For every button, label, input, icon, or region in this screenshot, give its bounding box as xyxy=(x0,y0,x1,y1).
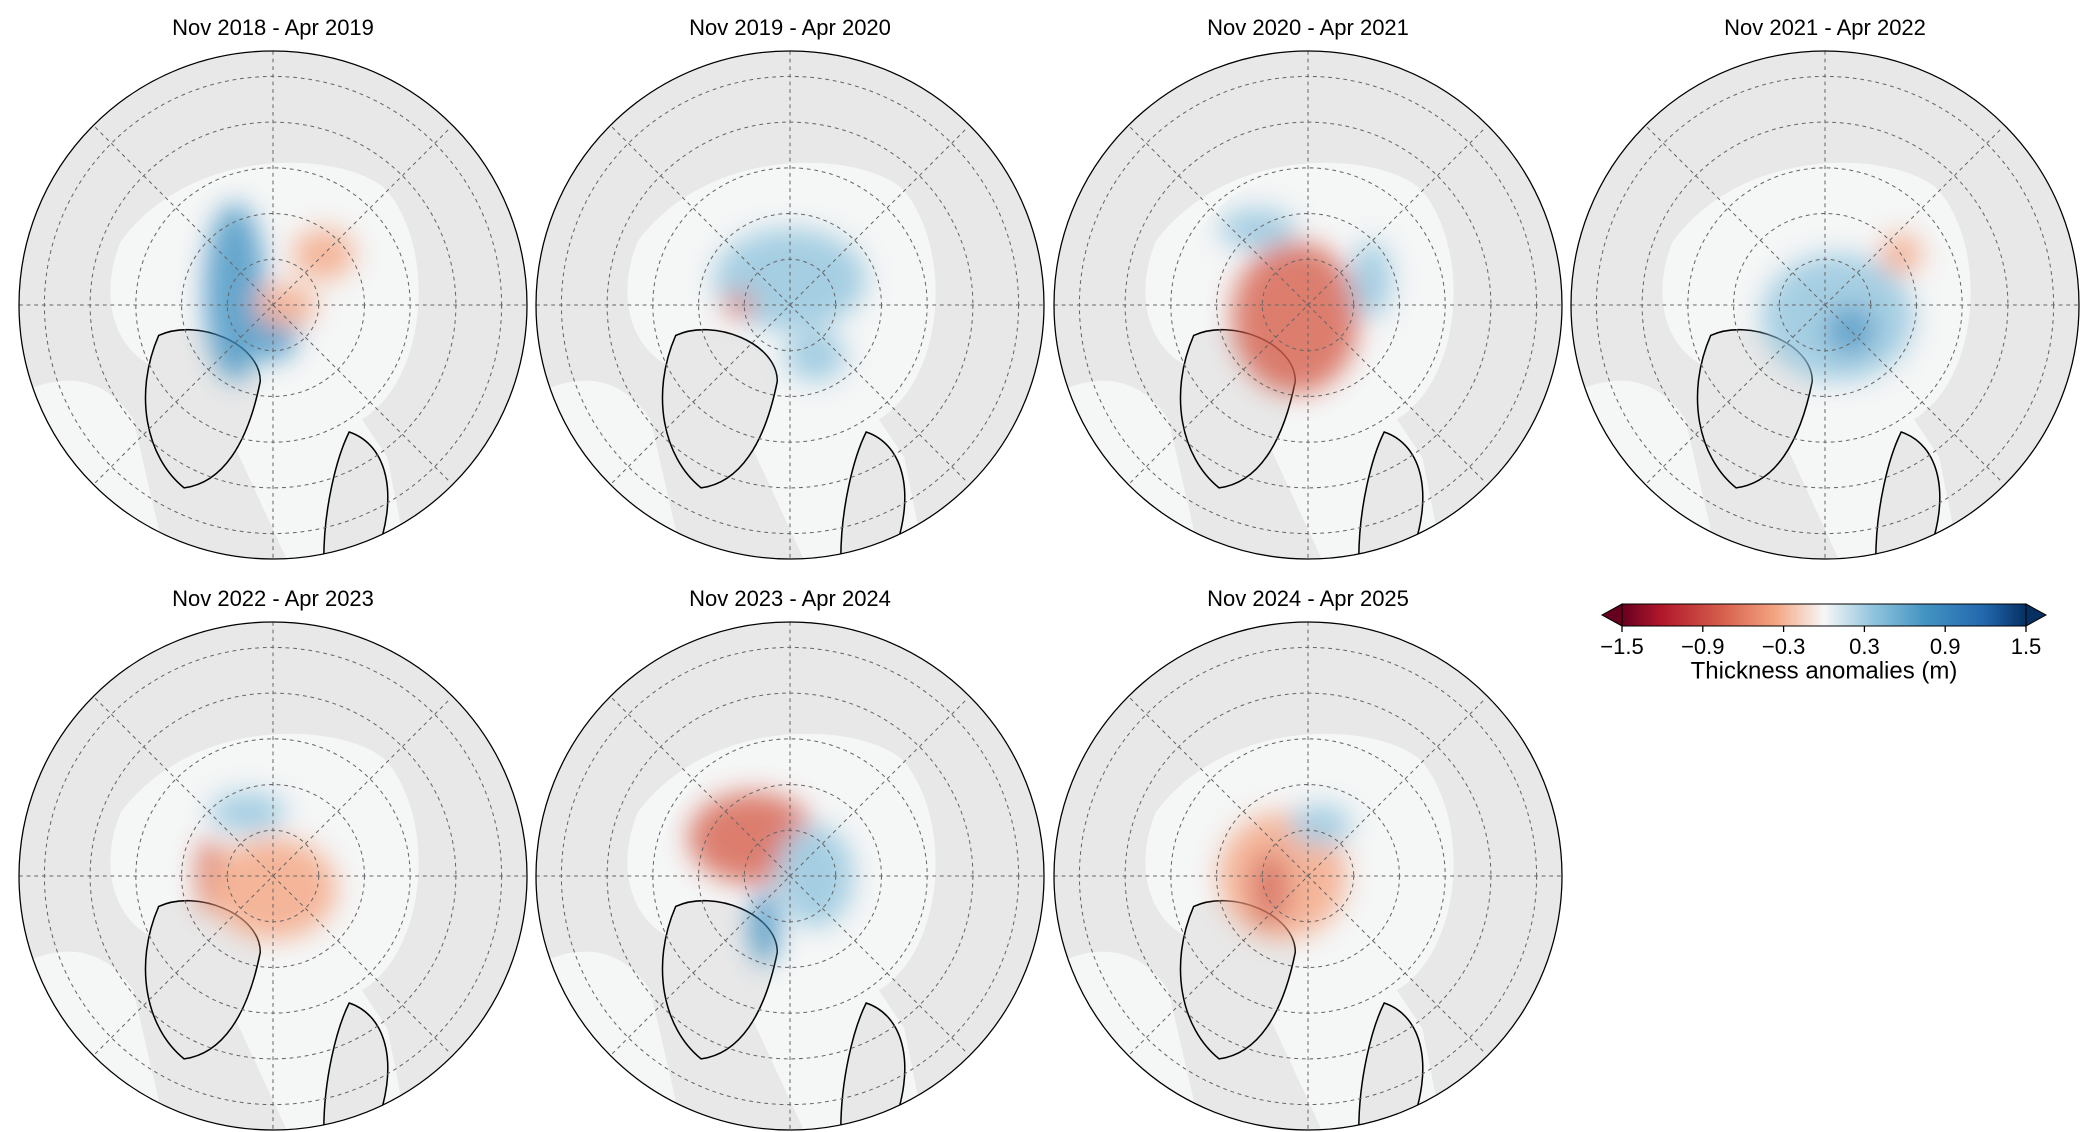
map-border xyxy=(1570,50,2080,560)
panel-title: Nov 2020 - Apr 2021 xyxy=(1207,15,1409,40)
colorbar xyxy=(1621,603,2027,627)
map-border xyxy=(1053,621,1563,1131)
panel-title: Nov 2018 - Apr 2019 xyxy=(172,15,374,40)
panel-title: Nov 2019 - Apr 2020 xyxy=(689,15,891,40)
panel-title: Nov 2023 - Apr 2024 xyxy=(689,586,891,611)
polar-map xyxy=(1571,51,2079,584)
panel-title: Nov 2024 - Apr 2025 xyxy=(1207,586,1409,611)
colorbar-tick-label: 1.5 xyxy=(2011,634,2042,659)
colorbar-tick-label: 0.9 xyxy=(1930,634,1961,659)
colorbar-extend-high xyxy=(2025,603,2048,627)
colorbar-tick-label: −0.9 xyxy=(1681,634,1724,659)
map-border xyxy=(18,50,528,560)
map-border xyxy=(535,621,1045,1131)
polar-map xyxy=(536,51,1044,584)
colorbar-tick-label: −0.3 xyxy=(1762,634,1805,659)
polar-map xyxy=(19,622,527,1132)
polar-map xyxy=(536,622,1044,1132)
colorbar-tick-label: 0.3 xyxy=(1849,634,1880,659)
polar-map xyxy=(1054,622,1562,1132)
map-border xyxy=(18,621,528,1131)
polar-map xyxy=(1054,51,1562,584)
map-border xyxy=(535,50,1045,560)
panel-title: Nov 2021 - Apr 2022 xyxy=(1724,15,1926,40)
colorbar-label: Thickness anomalies (m) xyxy=(1691,657,1958,684)
colorbar-extend-low xyxy=(1600,603,1623,627)
colorbar-tick-label: −1.5 xyxy=(1600,634,1643,659)
polar-map xyxy=(19,51,527,584)
panel-title: Nov 2022 - Apr 2023 xyxy=(172,586,374,611)
map-border xyxy=(1053,50,1563,560)
